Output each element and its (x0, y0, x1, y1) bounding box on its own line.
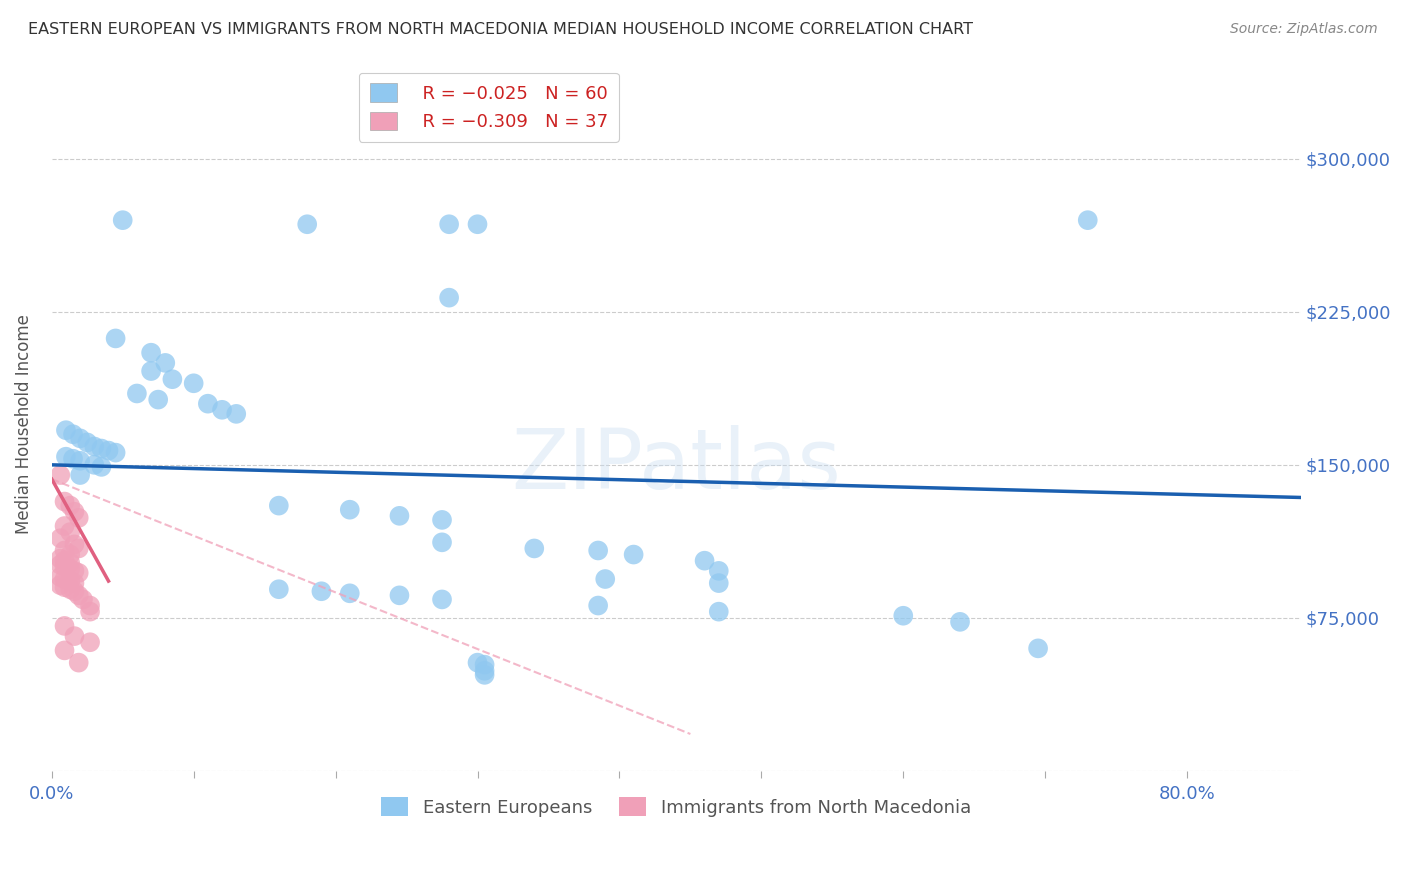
Point (90, 442, 112, 456)
Point (69, 454, 91, 468)
Point (83, 440, 105, 454)
Point (111, 213, 134, 227)
Point (295, 217, 318, 231)
Point (155, 356, 177, 370)
Point (83, 458, 105, 472)
Point (53, 643, 76, 657)
Point (707, 576, 730, 591)
Point (55, 423, 77, 437)
Point (53, 559, 76, 574)
Point (49, 531, 72, 545)
Point (63, 505, 86, 519)
Text: Source: ZipAtlas.com: Source: ZipAtlas.com (1230, 22, 1378, 37)
Point (49, 468, 72, 483)
Point (63, 537, 86, 551)
Point (63, 576, 86, 591)
Point (49, 570, 72, 584)
Point (53, 619, 76, 633)
Point (67, 566, 90, 580)
Point (891, 608, 914, 623)
Point (430, 513, 453, 527)
Point (104, 445, 127, 459)
Point (53, 543, 76, 558)
Point (79, 599, 101, 613)
Point (388, 588, 411, 602)
Point (437, 217, 460, 231)
Point (267, 499, 290, 513)
Point (49, 578, 72, 592)
Point (267, 582, 290, 597)
Point (76, 435, 98, 450)
Point (125, 386, 148, 401)
Point (1077, 213, 1099, 227)
Point (62, 451, 84, 466)
Y-axis label: Median Household Income: Median Household Income (15, 314, 32, 534)
Point (623, 548, 645, 562)
Point (586, 543, 609, 558)
Point (62, 427, 84, 442)
Point (63, 629, 86, 643)
Point (79, 635, 101, 649)
Point (430, 592, 453, 607)
Point (430, 535, 453, 549)
Point (139, 345, 162, 359)
Point (523, 541, 546, 556)
Point (707, 605, 730, 619)
Point (55, 450, 77, 464)
Point (69, 431, 91, 445)
Point (311, 584, 333, 599)
Point (467, 656, 489, 670)
Point (474, 657, 496, 672)
Point (53, 519, 76, 533)
Point (339, 586, 361, 600)
Point (49, 558, 72, 572)
Text: ZIPatlas: ZIPatlas (512, 425, 841, 506)
Point (388, 508, 411, 523)
Point (59, 548, 82, 562)
Point (474, 664, 496, 678)
Point (183, 376, 205, 391)
Point (90, 459, 112, 474)
Point (211, 402, 233, 417)
Point (53, 554, 76, 568)
Point (67, 588, 90, 602)
Legend: Eastern Europeans, Immigrants from North Macedonia: Eastern Europeans, Immigrants from North… (374, 790, 979, 824)
Text: EASTERN EUROPEAN VS IMMIGRANTS FROM NORTH MACEDONIA MEDIAN HOUSEHOLD INCOME CORR: EASTERN EUROPEAN VS IMMIGRANTS FROM NORT… (28, 22, 973, 37)
Point (586, 599, 609, 613)
Point (67, 511, 90, 525)
Point (53, 580, 76, 594)
Point (148, 392, 170, 407)
Point (53, 572, 76, 586)
Point (707, 564, 730, 578)
Point (339, 502, 361, 516)
Point (59, 556, 82, 570)
Point (197, 397, 219, 411)
Point (104, 331, 127, 345)
Point (53, 494, 76, 508)
Point (437, 291, 460, 305)
Point (79, 605, 101, 619)
Point (59, 574, 82, 588)
Point (1026, 641, 1049, 656)
Point (225, 407, 247, 421)
Point (693, 554, 716, 568)
Point (97, 443, 120, 458)
Point (139, 364, 162, 378)
Point (69, 468, 91, 483)
Point (593, 572, 616, 586)
Point (49, 551, 72, 566)
Point (59, 582, 82, 597)
Point (474, 668, 496, 682)
Point (59, 499, 82, 513)
Point (67, 656, 90, 670)
Point (467, 217, 489, 231)
Point (162, 372, 184, 386)
Point (67, 541, 90, 556)
Point (949, 615, 972, 629)
Point (63, 564, 86, 578)
Point (63, 584, 86, 599)
Point (59, 562, 82, 576)
Point (59, 525, 82, 540)
Point (72, 592, 94, 607)
